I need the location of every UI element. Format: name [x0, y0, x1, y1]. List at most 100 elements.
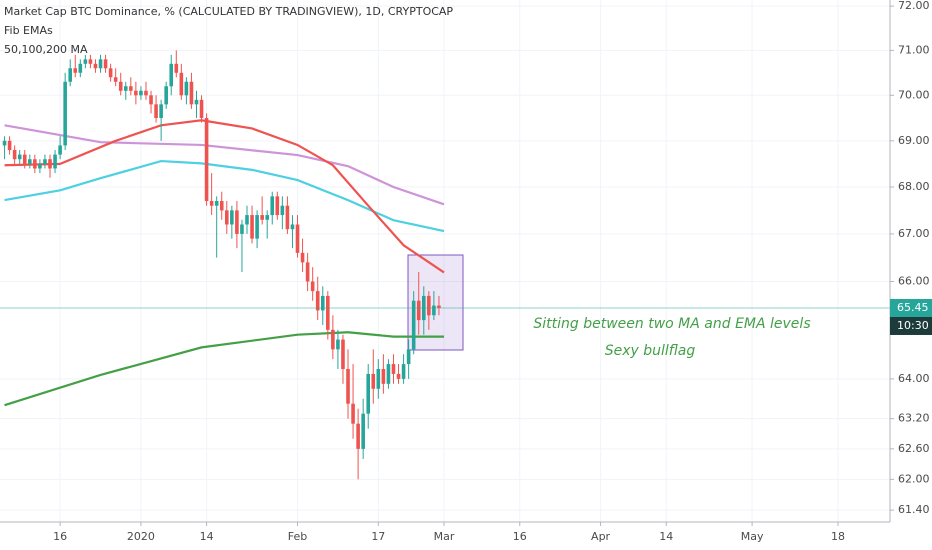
candle-body [53, 154, 57, 169]
y-tick-label: 69.00 [898, 134, 930, 147]
candle-body [427, 295, 431, 316]
candle-body [174, 63, 179, 73]
candle-body [341, 339, 345, 370]
candle-body [366, 373, 371, 414]
candle-body [33, 159, 37, 169]
candle-body [437, 305, 441, 308]
candle-body [159, 104, 163, 118]
x-tick-label: Apr [591, 530, 611, 543]
candle-body [320, 295, 325, 311]
candle-body [149, 95, 153, 105]
candle-body [2, 140, 7, 146]
candle-body [240, 224, 244, 234]
y-tick-label: 62.60 [898, 442, 930, 455]
candle-body [432, 305, 436, 316]
candle-body [280, 205, 285, 216]
x-tick-label: Mar [434, 530, 455, 543]
y-tick-label: 62.00 [898, 472, 930, 485]
candle-body [219, 201, 224, 211]
candle-body [22, 154, 27, 164]
chart-title: Market Cap BTC Dominance, % (CALCULATED … [4, 5, 453, 18]
y-tick-label: 61.40 [898, 503, 930, 516]
candle-body [83, 59, 88, 64]
candle-body [154, 104, 158, 118]
annotation: Sexy bullflag [605, 343, 696, 359]
axes: 72.00 71.00 70.00 69.00 68.00 67.00 66.00 64.00… [53, 0, 932, 543]
moving-average [4, 124, 445, 206]
annotation: Sitting between two MA and EMA levels [533, 316, 810, 332]
grid [0, 0, 890, 522]
candle-body [63, 81, 67, 146]
candle-body [260, 215, 264, 220]
candle-body [285, 205, 290, 230]
x-tick-label: 16 [53, 530, 67, 543]
candle-body [194, 99, 199, 105]
candle-body [164, 86, 168, 105]
candle-body [139, 90, 143, 96]
candle-body [351, 403, 355, 424]
candle-body [255, 215, 259, 239]
candle-body [396, 373, 401, 379]
price-label-bg [890, 298, 932, 317]
plot [0, 50, 890, 480]
candle-body [346, 369, 350, 404]
candle-body [98, 59, 103, 69]
candle-body [103, 59, 108, 69]
candle-body [310, 281, 315, 292]
candle-body [371, 373, 376, 389]
candle-body [68, 68, 73, 82]
candle-body [204, 117, 209, 202]
candle-body [134, 90, 138, 96]
indicator-label: Fib EMAs [4, 24, 53, 37]
candle-body [169, 63, 174, 87]
candle-body [129, 86, 133, 91]
candle-body [416, 300, 421, 321]
moving-average [4, 119, 445, 274]
y-tick-label: 71.00 [898, 43, 930, 56]
candle-body [230, 210, 234, 225]
candle-body [58, 145, 62, 155]
candle-body [290, 224, 295, 230]
candle-body [48, 159, 52, 169]
candle-body [331, 329, 335, 350]
countdown-bg [890, 316, 932, 335]
candle-body [265, 215, 270, 220]
candle-body [406, 349, 411, 365]
candle-body [184, 81, 189, 96]
candle-body [270, 196, 275, 216]
x-tick-label: May [741, 530, 764, 543]
y-tick-label: 64.00 [898, 372, 930, 385]
x-tick-label: 17 [371, 530, 385, 543]
candle-body [108, 68, 113, 78]
candle-body [43, 159, 47, 164]
x-tick-label: 14 [659, 530, 673, 543]
candle-body [209, 201, 214, 206]
candle-body [356, 423, 360, 449]
candle-body [214, 201, 219, 206]
candle-body [336, 339, 340, 350]
candle-body [381, 369, 386, 384]
candle-body [235, 210, 239, 234]
candle-body [7, 140, 12, 151]
candle-body [144, 90, 148, 96]
candle-body [73, 68, 78, 73]
candle-body [275, 196, 280, 216]
candle-body [189, 81, 194, 105]
candle-body [411, 300, 416, 350]
y-tick-label: 63.20 [898, 412, 930, 425]
indicator-label: 50,100,200 MA [4, 43, 88, 56]
moving-average [4, 331, 444, 407]
candle-body [401, 364, 406, 379]
candle-body [78, 63, 83, 73]
y-tick-label: 66.00 [898, 275, 930, 288]
candle-body [326, 295, 330, 330]
candle-body [386, 364, 391, 384]
candle-body [123, 86, 128, 91]
candle-body [305, 262, 310, 282]
candle-body [179, 72, 184, 96]
candle-body [315, 291, 320, 311]
y-tick-label: 70.00 [898, 88, 930, 101]
y-tick-label: 72.00 [898, 0, 930, 12]
